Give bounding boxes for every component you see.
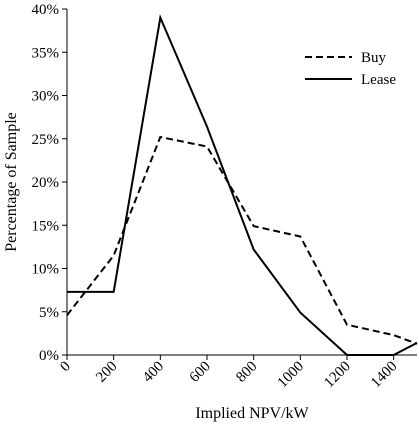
x-tick-label: 400 [140, 359, 167, 386]
x-tick-label: 200 [93, 359, 120, 386]
y-tick-label: 30% [32, 89, 60, 105]
y-tick-label: 20% [32, 175, 60, 191]
y-tick-label: 10% [32, 262, 60, 278]
series-line-lease [67, 14, 418, 356]
y-tick-label: 35% [32, 45, 60, 61]
x-tick-label: 600 [187, 359, 214, 386]
x-tick-label: 1000 [275, 359, 308, 392]
y-tick-label: 15% [32, 218, 60, 234]
x-tick-label: 800 [233, 359, 260, 386]
legend-label-buy: Buy [361, 50, 387, 66]
y-tick-label: 5% [39, 305, 59, 321]
y-tick-label: 0% [39, 348, 59, 364]
y-tick-label: 25% [32, 132, 60, 148]
x-tick-label: 1200 [321, 359, 354, 392]
series-lines [66, 14, 418, 356]
y-tick-label: 40% [32, 2, 60, 18]
x-tick-label: 1400 [368, 359, 401, 392]
y-ticks: 0% 5% 10% 15% 20% 25% 30% 35% 40% [32, 2, 67, 364]
x-ticks: 0 200 400 600 800 1000 1200 1400 [57, 355, 400, 391]
y-axis-title: Percentage of Sample [3, 112, 20, 252]
series-line-buy [66, 135, 418, 345]
legend-label-lease: Lease [361, 72, 396, 88]
x-tick-label: 0 [57, 359, 74, 376]
legend: Buy Lease [305, 50, 396, 88]
x-axis-title: Implied NPV/kW [195, 405, 309, 422]
